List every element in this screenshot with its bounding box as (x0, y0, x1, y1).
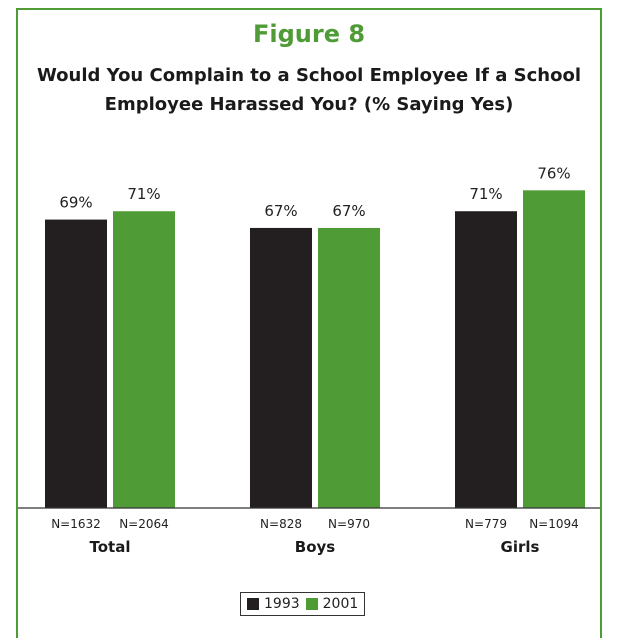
legend-label-1993: 1993 (264, 596, 300, 612)
legend-swatch-1993 (247, 598, 259, 610)
data-label-boys-1993: 67% (264, 202, 297, 220)
bar-boys-2001 (318, 227, 380, 508)
n-label-boys-2001: N=970 (328, 517, 370, 531)
category-label-boys: Boys (295, 538, 336, 556)
data-label-boys-2001: 67% (332, 202, 365, 220)
figure-label: Figure 8 (252, 20, 366, 48)
data-label-girls-2001: 76% (537, 164, 570, 182)
data-label-total-2001: 71% (127, 185, 160, 203)
legend-swatch-2001 (305, 598, 318, 610)
chart-legend: 1993 2001 (240, 592, 366, 616)
bar-total-2001 (113, 211, 175, 508)
bar-girls-2001 (523, 190, 585, 508)
data-label-girls-1993: 71% (469, 185, 502, 203)
data-label-total-1993: 69% (59, 194, 92, 212)
n-label-total-1993: N=1632 (51, 517, 101, 531)
n-label-girls-1993: N=779 (465, 517, 507, 531)
legend-item-1993: 1993 (247, 596, 300, 612)
bar-boys-1993 (250, 227, 312, 508)
chart-title: Would You Complain to a School Employee … (36, 65, 582, 115)
bar-girls-1993 (455, 211, 517, 508)
legend-item-2001: 2001 (305, 596, 359, 612)
legend-label-2001: 2001 (322, 596, 359, 612)
category-label-total: Total (90, 538, 131, 556)
bar-total-1993 (45, 219, 107, 508)
n-label-girls-2001: N=1094 (529, 517, 579, 531)
n-label-total-2001: N=2064 (119, 517, 169, 531)
n-label-boys-1993: N=828 (260, 517, 302, 531)
category-label-girls: Girls (501, 538, 540, 556)
